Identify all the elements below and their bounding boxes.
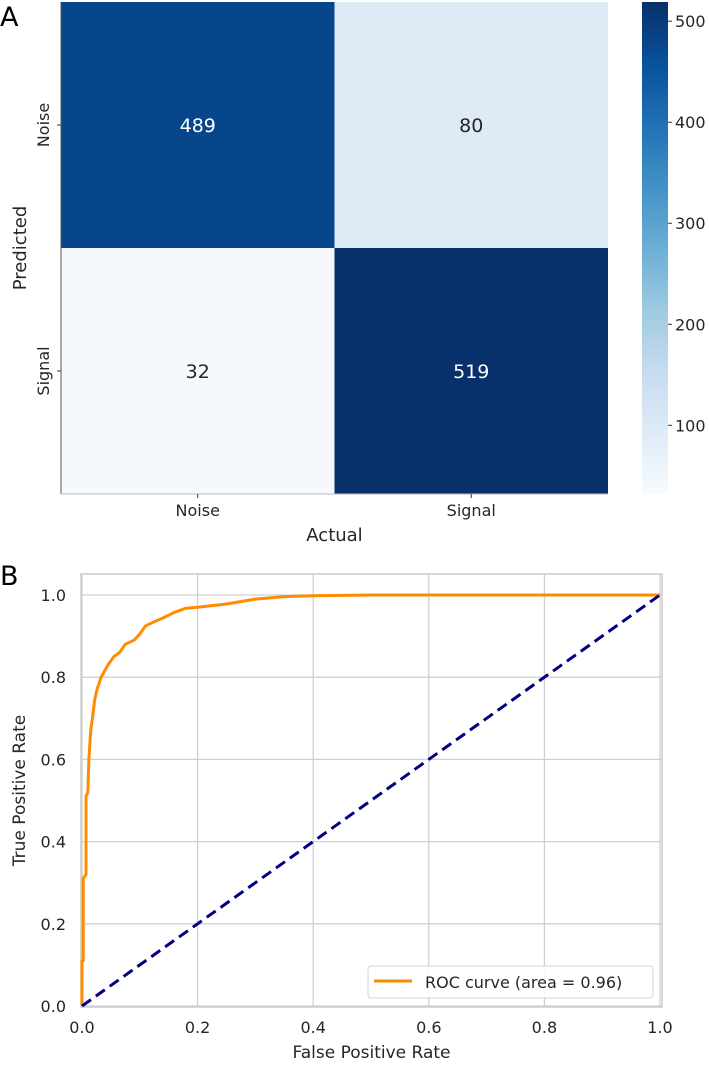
x-axis-label: Actual [306, 525, 362, 546]
plot-frame [80, 573, 663, 1008]
colorbar: 100 200 300 400 500 [642, 2, 706, 494]
y-axis-label: Predicted [10, 206, 31, 291]
y-tick-label: 0.8 [41, 668, 66, 687]
panel-label-b: B [0, 561, 19, 592]
x-tick-label: 1.0 [647, 1018, 672, 1037]
cell-value: 489 [180, 115, 216, 137]
legend: ROC curve (area = 0.96) [367, 965, 654, 999]
colorbar-tick-label: 200 [675, 315, 706, 334]
cell-value: 519 [453, 361, 489, 383]
y-tick-label: 0.6 [41, 750, 66, 769]
heatmap-axes: Noise Signal Noise Signal Actual Predicted [10, 2, 608, 546]
y-axis-label: True Positive Rate [10, 715, 30, 867]
x-tick-label: Noise [176, 501, 220, 520]
heatmap-cell [61, 248, 335, 494]
x-tick-label: 0.8 [532, 1018, 557, 1037]
x-tick-label: Signal [447, 501, 496, 520]
x-tick-label: 0.6 [416, 1018, 441, 1037]
confusion-matrix-heatmap: 489 80 32 519 [61, 2, 608, 494]
y-tick-label: Signal [34, 346, 53, 395]
cell-value: 32 [186, 361, 210, 383]
colorbar-tick-label: 100 [675, 416, 706, 435]
x-tick-label: 0.2 [185, 1018, 210, 1037]
heatmap-cell [334, 248, 608, 494]
cell-value: 80 [459, 115, 483, 137]
roc-plot: 0.0 0.2 0.4 0.6 0.8 1.0 0.0 0.2 0.4 0.6 0.8 1.0 Fals… [10, 573, 673, 1063]
roc-curve-line [80, 593, 660, 1006]
heatmap-cell [334, 2, 608, 248]
x-tick-label: 0.4 [300, 1018, 325, 1037]
y-tick-label: Noise [34, 103, 53, 147]
panel-label-a: A [0, 2, 19, 33]
heatmap-cell [61, 2, 335, 248]
legend-label: ROC curve (area = 0.96) [425, 973, 622, 992]
colorbar-tick-label: 500 [675, 12, 706, 31]
legend-box [367, 965, 654, 999]
y-tick-label: 0.4 [41, 833, 66, 852]
y-tick-label: 0.2 [41, 915, 66, 934]
x-axis-label: False Positive Rate [293, 1043, 451, 1063]
colorbar-tick-label: 400 [675, 113, 706, 132]
x-tick-label: 0.0 [69, 1018, 94, 1037]
colorbar-tick-label: 300 [675, 214, 706, 233]
colorbar-gradient [642, 2, 668, 494]
y-tick-label: 0.0 [41, 997, 66, 1016]
y-tick-label: 1.0 [41, 586, 66, 605]
